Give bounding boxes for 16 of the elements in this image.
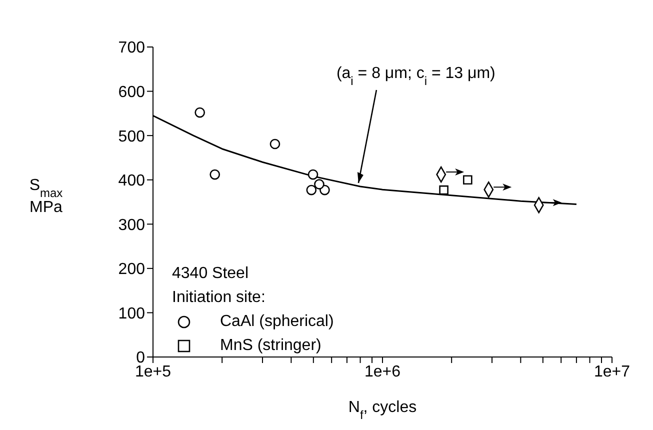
y-tick-label: 100 bbox=[118, 305, 146, 322]
annotation: 4340 Steel bbox=[172, 264, 250, 284]
y-tick-label: 300 bbox=[118, 216, 146, 234]
annotation: (a$_{i}$ = 8 μm; c$_{i}$ = 13 μm) bbox=[336, 65, 496, 88]
y-tick-label: 600 bbox=[118, 84, 146, 101]
y-tick-label: 400 bbox=[118, 172, 146, 190]
legend-label: CaAl (spherical) bbox=[220, 312, 334, 332]
y-tick-label: 200 bbox=[118, 261, 146, 278]
x-tick-label: 1e+7 bbox=[594, 363, 630, 380]
x-tick-label: 1e+6 bbox=[364, 363, 401, 380]
y-axis-title: S$_{max}$ MPa bbox=[29, 177, 63, 216]
x-axis-title: N$_{f}$, cycles bbox=[348, 399, 417, 422]
legend-label: MnS (stringer) bbox=[220, 336, 322, 356]
y-tick-label: 500 bbox=[118, 128, 146, 146]
legend-title: Initiation site: bbox=[172, 288, 266, 308]
y-tick-label: 700 bbox=[118, 40, 146, 57]
